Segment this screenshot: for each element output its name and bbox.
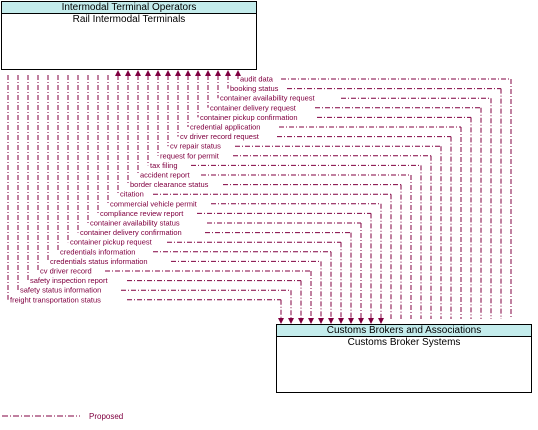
flow-arrowhead <box>115 70 121 76</box>
flow[interactable]: credential application <box>185 70 462 319</box>
flow-arrowhead <box>175 70 181 76</box>
flow-label: credentials status information <box>50 257 148 266</box>
flow-label: cv driver record request <box>180 132 260 141</box>
flow-arrowhead <box>145 70 151 76</box>
flow[interactable]: accident report <box>135 70 412 319</box>
source-node[interactable]: Intermodal Terminal Operators Rail Inter… <box>1 1 257 70</box>
flow-arrowhead <box>215 70 221 76</box>
flow-arrowhead <box>368 318 374 324</box>
flow[interactable]: container delivery confirmation <box>77 75 354 324</box>
flow[interactable]: commercial vehicle permit <box>107 75 384 324</box>
flow-label: credential application <box>190 123 260 132</box>
flow-arrowhead <box>165 70 171 76</box>
flow[interactable]: credentials status information <box>47 75 324 324</box>
flow[interactable]: container availability status <box>87 75 364 324</box>
flow-arrowhead <box>155 70 161 76</box>
target-node-header: Customs Brokers and Associations <box>277 325 531 337</box>
flow[interactable]: border clearance status <box>125 70 402 319</box>
flow-arrowhead <box>235 70 241 76</box>
flow-arrowhead <box>125 70 131 76</box>
flow-label: cv repair status <box>170 142 221 151</box>
flow[interactable]: container delivery request <box>205 70 482 319</box>
flow-arrowhead <box>378 318 384 324</box>
flow-label: compliance review report <box>100 209 184 218</box>
source-node-header: Intermodal Terminal Operators <box>2 2 256 14</box>
flow[interactable]: safety inspection report <box>27 75 304 324</box>
source-node-title: Rail Intermodal Terminals <box>72 14 186 25</box>
flow[interactable]: cv repair status <box>165 70 442 319</box>
flow-label: credentials information <box>60 247 135 256</box>
target-node[interactable]: Customs Brokers and Associations Customs… <box>276 324 532 393</box>
flow-label: citation <box>120 190 144 199</box>
flow-arrowhead <box>195 70 201 76</box>
legend-label: Proposed <box>89 412 123 421</box>
flow-arrowhead <box>338 318 344 324</box>
flow-arrowhead <box>348 318 354 324</box>
flow-label: container pickup confirmation <box>200 113 298 122</box>
flow-arrowhead <box>308 318 314 324</box>
flow[interactable]: cv driver record <box>37 75 314 324</box>
flow-arrowhead <box>225 70 231 76</box>
flow-label: container availability request <box>220 94 316 103</box>
flow[interactable]: freight transportation status <box>7 75 284 324</box>
flow[interactable]: container pickup request <box>67 75 344 324</box>
flow-arrowhead <box>278 318 284 324</box>
flow-label: safety inspection report <box>30 276 108 285</box>
flow-arrowhead <box>288 318 294 324</box>
flow[interactable]: container pickup confirmation <box>195 70 472 319</box>
flow-arrowhead <box>205 70 211 76</box>
flow-arrowhead <box>135 70 141 76</box>
flow-label: safety status information <box>20 286 101 295</box>
flow-label: cv driver record <box>40 267 92 276</box>
flow-arrowhead <box>318 318 324 324</box>
flow[interactable]: compliance review report <box>97 75 374 324</box>
flow[interactable]: cv driver record request <box>175 70 452 319</box>
flow[interactable]: request for permit <box>155 70 432 319</box>
flow[interactable]: citation <box>115 70 392 319</box>
flow-label: container delivery request <box>210 103 297 112</box>
flow[interactable]: booking status <box>225 70 502 319</box>
flow[interactable]: tax filing <box>145 70 422 319</box>
flow-label: booking status <box>230 84 279 93</box>
flow[interactable]: credentials information <box>57 75 334 324</box>
flow-arrowhead <box>328 318 334 324</box>
flow-label: accident report <box>140 171 191 180</box>
flow-label: audit data <box>240 75 274 84</box>
flow-arrowhead <box>185 70 191 76</box>
flow-label: freight transportation status <box>10 295 101 304</box>
flow-arrowhead <box>298 318 304 324</box>
flow-label: border clearance status <box>130 180 209 189</box>
flow[interactable]: container availability request <box>215 70 492 319</box>
flow[interactable]: audit data <box>235 70 512 319</box>
flow[interactable]: safety status information <box>17 75 294 324</box>
target-node-title: Customs Broker Systems <box>347 337 461 348</box>
flow-label: tax filing <box>150 161 178 170</box>
flow-arrowhead <box>358 318 364 324</box>
flow-label: commercial vehicle permit <box>110 199 198 208</box>
flow-label: request for permit <box>160 151 220 160</box>
flow-label: container delivery confirmation <box>80 228 182 237</box>
flow-label: container pickup request <box>70 238 153 247</box>
flow-label: container availability status <box>90 219 180 228</box>
